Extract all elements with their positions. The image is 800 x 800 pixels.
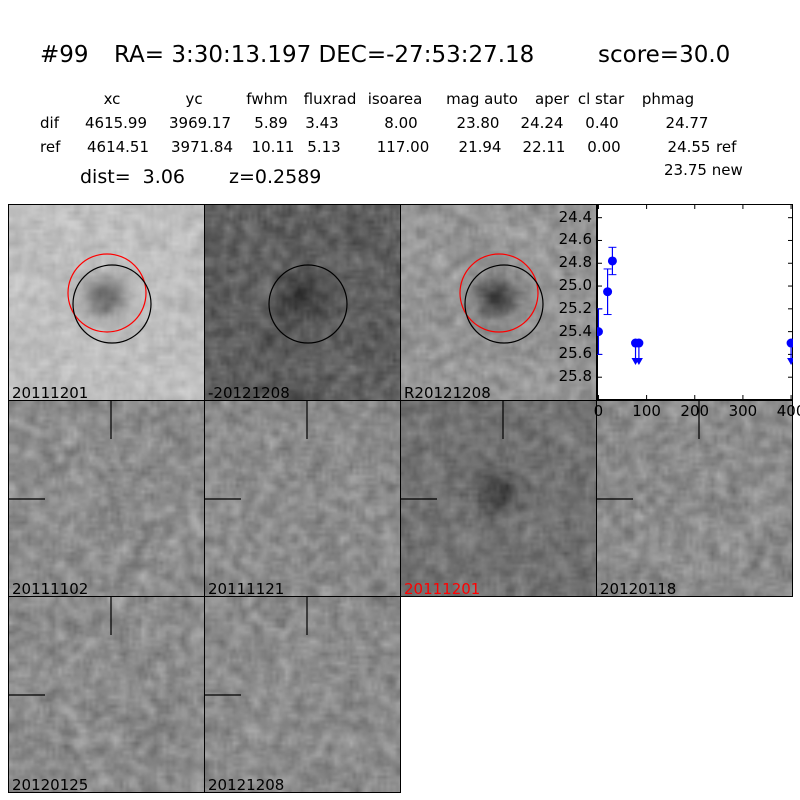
data-point [603,287,613,297]
coordinates: RA= 3:30:13.197 DEC=-27:53:27.18 [114,42,535,68]
stamp-date-label: 20111121 [208,580,285,597]
image-stamp[interactable]: 20111201 [8,204,205,401]
y-tick-label: 25.0 [558,276,592,295]
y-tick-label: 25.2 [558,298,592,317]
stamp-date-label: 20111201 [404,580,481,597]
table-cell: 22.11 [522,138,566,156]
table-cell: 3969.17 [168,114,232,132]
image-stamp[interactable]: -20121208 [204,204,401,401]
table-cell: 117.00 [376,138,430,156]
score: score=30.0 [598,42,731,68]
table-cell: 10.11 [251,138,295,156]
image-stamp[interactable]: R20121208 [400,204,597,401]
x-tick-label: 200 [680,402,710,420]
table-cell: 5.13 [307,138,341,156]
stamp-image [205,205,400,400]
y-tick-label: 24.4 [558,207,592,226]
table-cell: 5.89 [254,114,288,132]
column-header: isoarea [367,90,423,108]
x-tick-label: 100 [632,402,661,420]
stamp-date-label: 20120125 [12,776,89,793]
distance: dist= 3.06 [80,166,185,188]
table-cell: 24.24 [520,114,564,132]
table-cell: 0.00 [587,138,621,156]
red-aperture-circle [67,253,147,333]
table-cell: 24.77 [665,114,709,132]
stamp-image [401,205,596,400]
table-cell: 8.00 [384,114,418,132]
table-cell: 4615.99 [84,114,148,132]
image-stamp[interactable]: 20111121 [204,400,401,597]
stamp-date-label: R20121208 [404,384,491,401]
x-tick-label: 0 [593,402,604,420]
data-point [597,327,603,337]
table-cell: 24.55 [667,138,711,156]
table-cell: 3.43 [305,114,339,132]
stamp-date-label: 20120118 [600,580,677,597]
candidate-id: #99 [40,42,89,68]
black-aperture-circle [268,264,348,344]
table-cell: 21.94 [458,138,502,156]
column-header: aper [534,90,570,108]
new-mag: 23.75 new [664,161,743,179]
upper-limit-arrowhead [634,358,643,366]
y-tick-label: 24.8 [558,253,592,272]
column-header: phmag [641,90,695,108]
image-stamp[interactable]: 20111102 [8,400,205,597]
column-header: cl star [577,90,625,108]
plot-frame [597,204,793,400]
x-tick-label: 300 [728,402,758,420]
column-header: fwhm [246,90,288,108]
data-point [607,256,617,266]
black-aperture-circle [72,264,152,344]
column-header: xc [103,90,121,108]
image-stamp[interactable]: 20120118 [596,400,793,597]
image-stamp[interactable]: 20120125 [8,596,205,793]
red-aperture-circle [459,253,539,333]
upper-limit-arrowhead [787,358,793,366]
column-header: yc [185,90,203,108]
stamp-date-label: 20121208 [208,776,285,793]
black-aperture-circle [464,264,544,344]
stamp-date-label: -20121208 [208,384,290,401]
table-cell: 4614.51 [86,138,150,156]
column-header: fluxrad [303,90,357,108]
y-tick-label: 25.4 [558,321,592,340]
column-header: mag auto [446,90,518,108]
image-stamp[interactable]: 20121208 [204,596,401,793]
y-tick-label: 24.6 [558,230,592,249]
data-point [786,338,793,348]
table-cell: 23.80 [456,114,500,132]
row-label: ref [40,138,61,156]
table-cell: 0.40 [585,114,619,132]
data-point [634,338,644,348]
table-cell: 3971.84 [170,138,234,156]
y-tick-label: 25.6 [558,344,592,363]
y-tick-label: 25.8 [558,367,592,386]
stamp-date-label: 20111201 [12,384,89,401]
redshift: z=0.2589 [229,166,322,188]
stamp-image [9,205,204,400]
stamp-date-label: 20111102 [12,580,89,597]
image-stamp[interactable]: 20111201 [400,400,597,597]
light-curve-plot [597,204,793,400]
row-suffix: ref [716,138,737,156]
x-tick-label: 400 [776,402,800,420]
row-label: dif [40,114,59,132]
